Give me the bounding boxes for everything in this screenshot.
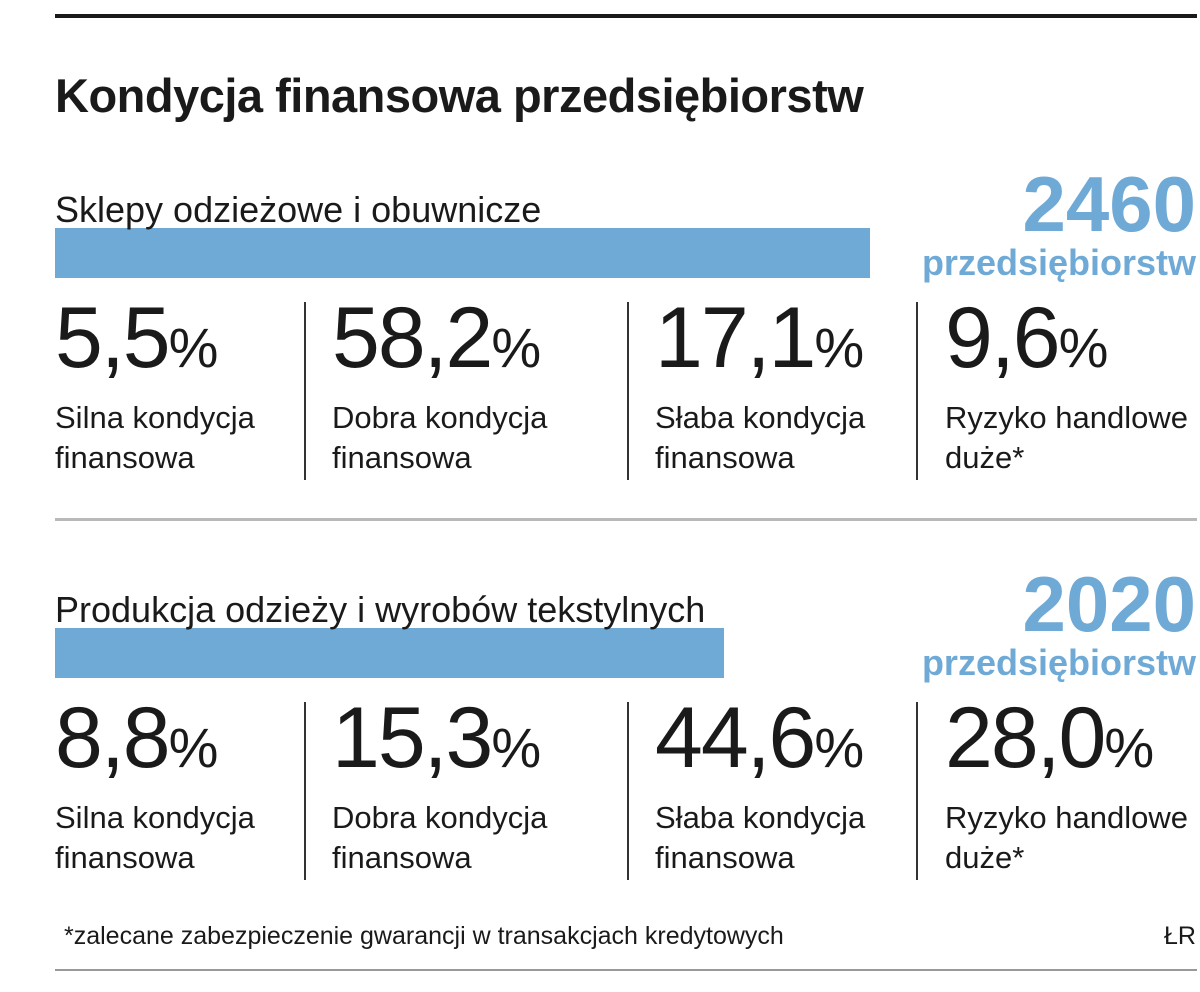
stat-risk: 28,0% Ryzyko handlowe duże* [945,690,1195,875]
stat-value: 15,3 [332,690,493,786]
companies-bar [55,628,725,678]
stat-good: 58,2% Dobra kondycja finansowa [332,290,582,475]
stat-value: 17,1 [655,290,816,386]
stat-weak: 44,6% Słaba kondycja finansowa [655,690,905,875]
percent-sign: % [1104,716,1155,779]
companies-count: 2460 [1022,160,1196,248]
percent-sign: % [491,716,542,779]
stat-value: 28,0 [945,690,1106,786]
section-separator [55,518,1197,521]
column-divider [304,302,306,480]
stat-label: Silna kondycja finansowa [55,800,255,875]
stat-label: Słaba kondycja finansowa [655,400,866,475]
bottom-rule [55,969,1197,971]
stat-value: 44,6 [655,690,816,786]
column-divider [627,302,629,480]
column-divider [627,702,629,880]
percent-sign: % [814,316,865,379]
companies-bar [55,228,870,278]
top-rule [55,14,1197,18]
column-divider [916,302,918,480]
stat-risk: 9,6% Ryzyko handlowe duże* [945,290,1195,475]
companies-unit: przedsiębiorstw [921,242,1196,283]
section-retail: Sklepy odzieżowe i obuwnicze 2460 przeds… [0,164,1200,490]
footnote: *zalecane zabezpieczenie gwarancji w tra… [64,922,784,950]
column-divider [304,702,306,880]
percent-sign: % [168,716,219,779]
section-label: Sklepy odzieżowe i obuwnicze [55,189,542,230]
stat-value: 5,5 [55,290,171,386]
chart-title: Kondycja finansowa przedsiębiorstw [55,69,864,122]
credit: ŁR [1164,922,1196,950]
companies-count: 2020 [1022,560,1196,648]
stat-label: Silna kondycja finansowa [55,400,255,475]
stat-label: Dobra kondycja finansowa [332,800,548,875]
stat-label: Słaba kondycja finansowa [655,800,866,875]
stat-value: 58,2 [332,290,493,386]
percent-sign: % [1058,316,1109,379]
companies-unit: przedsiębiorstw [921,642,1196,683]
stat-strong: 8,8% Silna kondycja finansowa [55,690,305,875]
stat-label: Dobra kondycja finansowa [332,400,548,475]
percent-sign: % [168,316,219,379]
section-label: Produkcja odzieży i wyrobów tekstylnych [55,589,706,630]
stat-label: Ryzyko handlowe duże* [945,800,1188,875]
column-divider [916,702,918,880]
percent-sign: % [814,716,865,779]
stat-value: 9,6 [945,290,1061,386]
stat-value: 8,8 [55,690,171,786]
percent-sign: % [491,316,542,379]
section-production: Produkcja odzieży i wyrobów tekstylnych … [0,564,1200,890]
stat-weak: 17,1% Słaba kondycja finansowa [655,290,905,475]
stat-label: Ryzyko handlowe duże* [945,400,1188,475]
stat-good: 15,3% Dobra kondycja finansowa [332,690,582,875]
stat-strong: 5,5% Silna kondycja finansowa [55,290,305,475]
